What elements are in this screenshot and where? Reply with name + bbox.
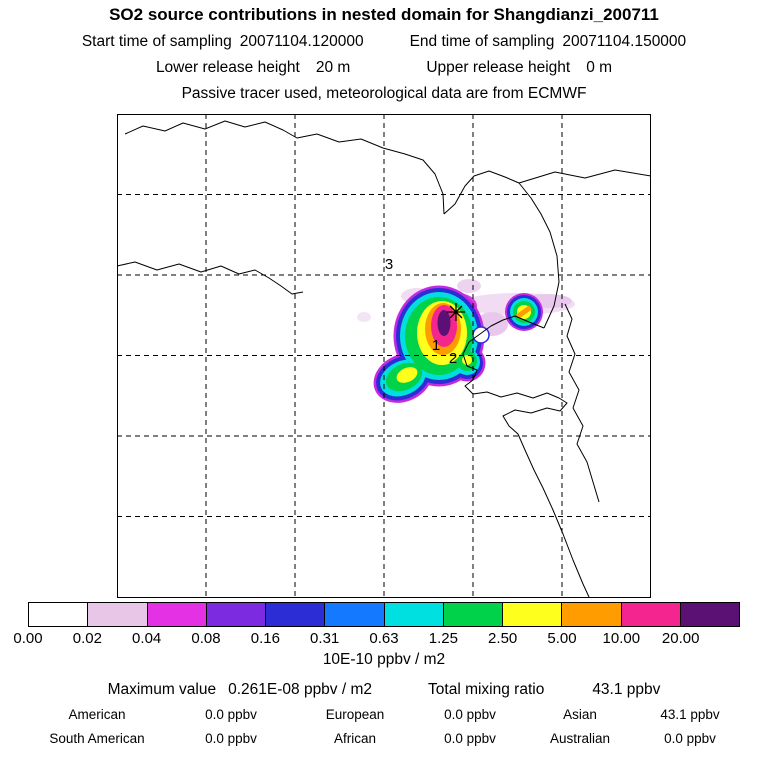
plume-contours [357,279,575,403]
colorbar-tick-label: 5.00 [547,630,577,647]
start-time-label: Start time of sampling [81,33,232,50]
map-marker-label-1: 1 [432,337,440,354]
plume-dark-core [437,310,451,336]
region-contributions-row-1: American 0.0 ppbv European 0.0 ppbv Asia… [22,707,746,722]
page-title: SO2 source contributions in nested domai… [109,5,659,24]
colorbar-segment [442,603,502,626]
map-panel: 3 1 2 [117,114,651,598]
region-name: Asian [563,707,597,722]
maximum-value-label: Maximum value [107,681,217,698]
colorbar-tick-label: 0.31 [310,630,340,647]
station-star-marker [447,303,465,321]
region-name: Australian [549,731,611,746]
end-time-label: End time of sampling [409,33,555,50]
map-marker-labels: 3 1 2 [385,256,457,367]
colorbar-segment [146,603,206,626]
colorbar-tick-label: 10.00 [602,630,641,647]
region-name: African [333,731,377,746]
colorbar-tick-label: 2.50 [488,630,518,647]
graticule-gridlines [117,114,651,598]
colorbar-segment [87,603,147,626]
colorbar: 0.00 0.02 0.04 0.08 0.16 0.31 0.63 1.25 2.50 5.00… [13,602,740,650]
sampling-times-line: Start time of sampling 20071104.120000 E… [0,33,768,51]
lower-release-height: Lower release height 20 m [156,59,350,77]
maximum-value: 0.261E-08 ppbv / m2 [228,681,373,698]
colorbar-segment [561,603,621,626]
region-value: 0.0 ppbv [664,731,716,746]
colorbar-tick-label: 0.16 [250,630,280,647]
map-marker-label-3: 3 [385,256,393,273]
region-name: American [68,707,126,722]
west-border-path [117,261,304,295]
region-value: 0.0 ppbv [444,707,496,722]
release-heights-line: Lower release height 20 m Upper release … [0,59,768,77]
colorbar-tick-label: 0.02 [72,630,102,647]
lower-release-value: 20 m [315,59,351,76]
region-value: 43.1 ppbv [660,707,720,722]
korea-coast-path [564,303,600,503]
colorbar-ticks: 0.00 0.02 0.04 0.08 0.16 0.31 0.63 1.25 2.50 5.00… [13,630,740,650]
colorbar-tick-label: 1.25 [428,630,458,647]
end-time-value: 20071104.150000 [562,33,687,50]
colorbar-tick-label: 0.08 [191,630,221,647]
start-time-value: 20071104.120000 [239,33,364,50]
colorbar-segment [29,603,88,626]
colorbar-segment [265,603,325,626]
colorbar-segments [28,602,740,627]
colorbar-segment [324,603,384,626]
colorbar-tick-label: 0.63 [369,630,399,647]
colorbar-units-label: 10E-10 ppbv / m2 [322,651,446,668]
region-name: European [325,707,385,722]
colorbar-segment [679,603,739,626]
tracer-note: Passive tracer used, meteorological data… [181,85,587,102]
colorbar-segment [383,603,443,626]
colorbar-segment [620,603,680,626]
region-name: South American [49,731,145,746]
upper-release-height: Upper release height 0 m [426,59,612,77]
map-frame [117,114,651,598]
upper-release-label: Upper release height [426,59,571,76]
colorbar-tick-label: 20.00 [661,630,700,647]
region-value: 0.0 ppbv [205,731,257,746]
colorbar-tick-label: 0.04 [132,630,162,647]
region-value: 0.0 ppbv [205,707,257,722]
map-marker-label-2: 2 [449,350,457,367]
lower-release-label: Lower release height [155,59,300,76]
total-mixing-ratio-label: Total mixing ratio [428,681,545,698]
region-value: 0.0 ppbv [444,731,496,746]
region-contributions-row-2: South American 0.0 ppbv African 0.0 ppbv… [22,731,746,746]
summary-stats-line: Maximum value 0.261E-08 ppbv / m2 Total … [0,681,768,699]
north-border-path [124,120,651,329]
end-time: End time of sampling 20071104.150000 [410,33,687,51]
colorbar-segment [205,603,265,626]
upper-release-value: 0 m [586,59,613,76]
map-svg: 3 1 2 [117,114,651,598]
colorbar-tick-label: 0.00 [13,630,43,647]
colorbar-segment [502,603,562,626]
start-time: Start time of sampling 20071104.120000 [82,33,364,51]
total-mixing-ratio-value: 43.1 ppbv [592,681,661,698]
